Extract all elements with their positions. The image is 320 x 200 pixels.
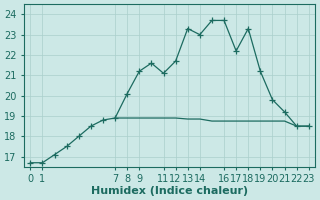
X-axis label: Humidex (Indice chaleur): Humidex (Indice chaleur) <box>91 186 248 196</box>
